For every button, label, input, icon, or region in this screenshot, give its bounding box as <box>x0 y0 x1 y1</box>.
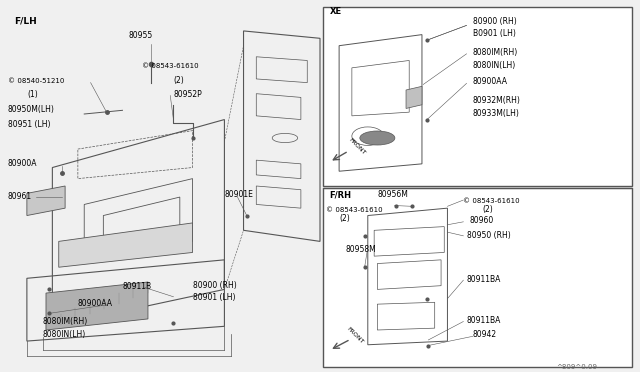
Ellipse shape <box>360 131 395 145</box>
Text: F/RH: F/RH <box>330 191 351 200</box>
Text: ^809^0.09: ^809^0.09 <box>556 364 596 370</box>
Text: FRONT: FRONT <box>346 326 364 345</box>
Text: 80950 (RH): 80950 (RH) <box>467 231 510 240</box>
Text: B0901 (LH): B0901 (LH) <box>473 29 516 38</box>
Text: FRONT: FRONT <box>348 138 366 156</box>
Text: (2): (2) <box>483 205 493 214</box>
Text: 80951 (LH): 80951 (LH) <box>8 120 51 129</box>
Text: 80933M(LH): 80933M(LH) <box>473 109 520 118</box>
Text: 80956M: 80956M <box>378 190 408 199</box>
Text: 80900 (RH): 80900 (RH) <box>193 280 236 289</box>
Text: 80958M: 80958M <box>346 246 376 254</box>
Polygon shape <box>46 282 148 330</box>
Text: 80911BA: 80911BA <box>467 315 501 325</box>
Text: © 08540-51210: © 08540-51210 <box>8 78 64 84</box>
Text: F/LH: F/LH <box>14 16 37 26</box>
Polygon shape <box>27 186 65 215</box>
Text: 80952P: 80952P <box>173 90 202 99</box>
Text: © 08543-61610: © 08543-61610 <box>141 63 198 69</box>
Text: XE: XE <box>330 7 342 16</box>
Text: 80955: 80955 <box>129 31 153 40</box>
Bar <box>323 188 632 367</box>
Text: 80901 (LH): 80901 (LH) <box>193 294 235 302</box>
Text: 80900AA: 80900AA <box>473 77 508 86</box>
Text: 8080lM(RH): 8080lM(RH) <box>43 317 88 327</box>
Text: 80950M(LH): 80950M(LH) <box>8 105 54 114</box>
Bar <box>323 7 632 186</box>
Text: 80942: 80942 <box>473 330 497 339</box>
Text: 80932M(RH): 80932M(RH) <box>473 96 521 105</box>
Text: 80961: 80961 <box>8 192 32 201</box>
Text: © 08543-61610: © 08543-61610 <box>326 207 383 213</box>
Text: 80911B: 80911B <box>122 282 152 291</box>
Text: © 08543-61610: © 08543-61610 <box>463 198 520 203</box>
Text: 80901E: 80901E <box>225 190 253 199</box>
Text: 8080lN(LH): 8080lN(LH) <box>473 61 516 70</box>
Text: 80900AA: 80900AA <box>78 299 113 308</box>
Text: 80911BA: 80911BA <box>467 275 501 284</box>
Text: 80900 (RH): 80900 (RH) <box>473 16 516 26</box>
Text: 80960: 80960 <box>470 216 494 225</box>
Text: (2): (2) <box>173 76 184 84</box>
Polygon shape <box>406 86 422 109</box>
Text: 8080lN(LH): 8080lN(LH) <box>43 330 86 339</box>
Polygon shape <box>59 223 193 267</box>
Text: (2): (2) <box>339 214 350 223</box>
Text: 80900A: 80900A <box>8 159 37 168</box>
Text: 8080lM(RH): 8080lM(RH) <box>473 48 518 57</box>
Text: (1): (1) <box>27 90 38 99</box>
